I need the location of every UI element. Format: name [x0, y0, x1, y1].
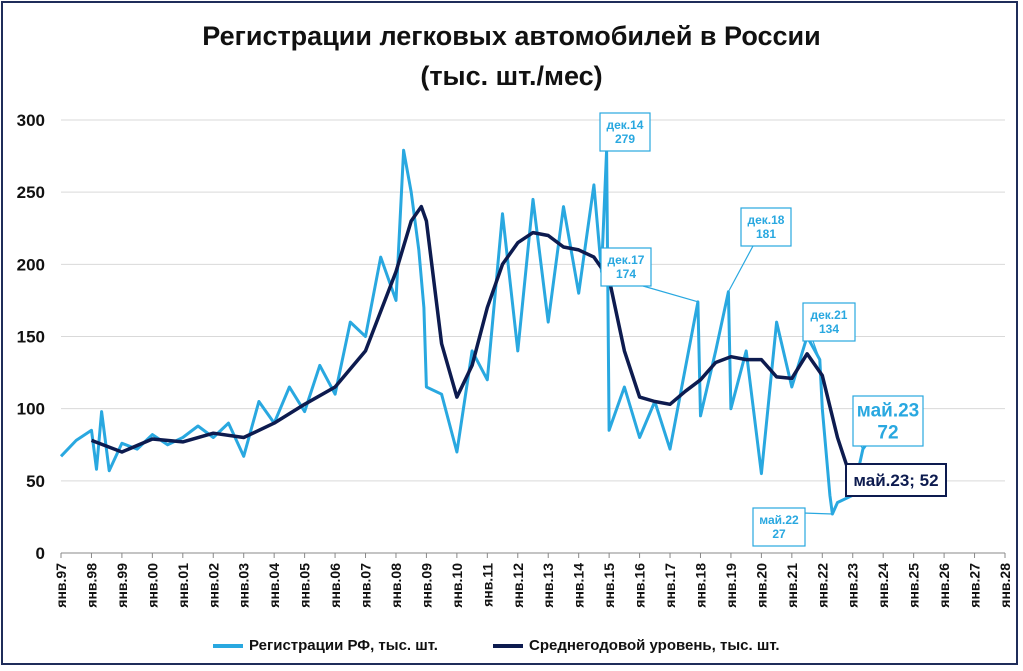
- x-tick-label: янв.26: [936, 563, 952, 608]
- legend-label-average: Среднегодовой уровень, тыс. шт.: [529, 637, 780, 654]
- y-tick-label: 100: [17, 400, 45, 419]
- y-tick-label: 300: [17, 111, 45, 130]
- callout-may22-label: май.22: [759, 513, 799, 527]
- callout-dec14-value: 279: [615, 132, 635, 146]
- callout-dec18-label: дек.18: [748, 213, 785, 227]
- y-tick-label: 50: [26, 472, 45, 491]
- x-tick-label: янв.10: [449, 563, 465, 608]
- x-tick-label: янв.27: [967, 563, 983, 608]
- x-tick-label: янв.18: [692, 563, 708, 608]
- callout-dec17-leader: [642, 285, 699, 303]
- x-tick-label: янв.22: [814, 563, 830, 608]
- callout-may23-average-text: май.23; 52: [853, 471, 938, 490]
- callout-dec17-value: 174: [616, 267, 636, 281]
- callout-may22-leader: [802, 512, 833, 515]
- x-tick-label: янв.20: [753, 563, 769, 608]
- legend-item-registrations: Регистрации РФ, тыс. шт.: [213, 637, 438, 654]
- callout-dec18-value: 181: [756, 227, 776, 241]
- callout-dec14-label: дек.14: [607, 118, 644, 132]
- y-tick-label: 150: [17, 328, 45, 347]
- x-tick-label: янв.24: [875, 563, 891, 608]
- x-tick-label: янв.99: [114, 563, 130, 608]
- x-tick-label: янв.23: [845, 563, 861, 608]
- callout-dec21-box: [802, 302, 856, 342]
- callout-dec17-label: дек.17: [608, 253, 645, 267]
- x-tick-label: янв.19: [723, 563, 739, 608]
- x-tick-label: янв.25: [906, 563, 922, 608]
- chart-title: Регистрации легковых автомобилей в Росси…: [202, 21, 821, 51]
- callout-dec14-box: [599, 112, 651, 152]
- x-tick-label: янв.08: [388, 563, 404, 608]
- callout-dec18-box: [740, 207, 792, 247]
- x-tick-label: янв.15: [601, 563, 617, 608]
- line-chart: 0 50 100 150 200 250 300 янв.97 янв.98 янв.99 янв.…: [17, 111, 1013, 608]
- x-tick-label: янв.00: [144, 563, 160, 608]
- x-tick-label: янв.14: [571, 563, 587, 608]
- x-tick-label: янв.03: [236, 563, 252, 608]
- callout-may23-registrations-value: 72: [877, 422, 898, 443]
- y-tick-label: 200: [17, 255, 45, 274]
- x-tick-label: янв.01: [175, 563, 191, 608]
- callout-may23-registrations-label: май.23: [857, 400, 919, 421]
- callout-dec18-leader: [727, 245, 754, 293]
- callout-dec17-box: [600, 247, 652, 287]
- x-tick-label: янв.05: [297, 563, 313, 608]
- callout-may22-box: [752, 507, 806, 547]
- x-tick-label: янв.11: [479, 563, 495, 607]
- callout-may22-value: 27: [772, 527, 786, 541]
- x-tick-label: янв.21: [784, 563, 800, 608]
- x-tick-label: янв.06: [327, 563, 343, 608]
- x-tick-label: янв.02: [205, 563, 221, 608]
- callout-may23-registrations-box: [852, 395, 924, 447]
- x-tick-label: янв.28: [997, 563, 1013, 608]
- y-tick-label: 250: [17, 183, 45, 202]
- x-tick-label: янв.12: [510, 563, 526, 608]
- series-line-registrations: [59, 148, 870, 516]
- legend-label-registrations: Регистрации РФ, тыс. шт.: [249, 637, 438, 654]
- x-tick-label: янв.17: [662, 563, 678, 608]
- x-tick-label: янв.13: [540, 563, 556, 608]
- chart-subtitle: (тыс. шт./мес): [420, 61, 603, 91]
- callout-dec21-value: 134: [819, 322, 839, 336]
- callout-dec21-leader: [812, 340, 821, 360]
- series-line-average: [90, 204, 864, 486]
- y-tick-label: 0: [36, 544, 45, 563]
- x-tick-label: янв.98: [83, 563, 99, 608]
- legend-item-average: Среднегодовой уровень, тыс. шт.: [493, 637, 780, 654]
- x-tick-label: янв.09: [418, 563, 434, 608]
- x-tick-label: янв.04: [266, 563, 282, 608]
- x-tick-label: янв.07: [358, 563, 374, 608]
- callout-dec21-label: дек.21: [811, 308, 848, 322]
- x-tick-label: янв.97: [53, 563, 69, 608]
- legend-swatch-registrations: [213, 643, 243, 648]
- legend-swatch-average: [493, 643, 523, 648]
- callout-may23-average-box: [845, 463, 947, 497]
- x-tick-label: янв.16: [632, 563, 648, 608]
